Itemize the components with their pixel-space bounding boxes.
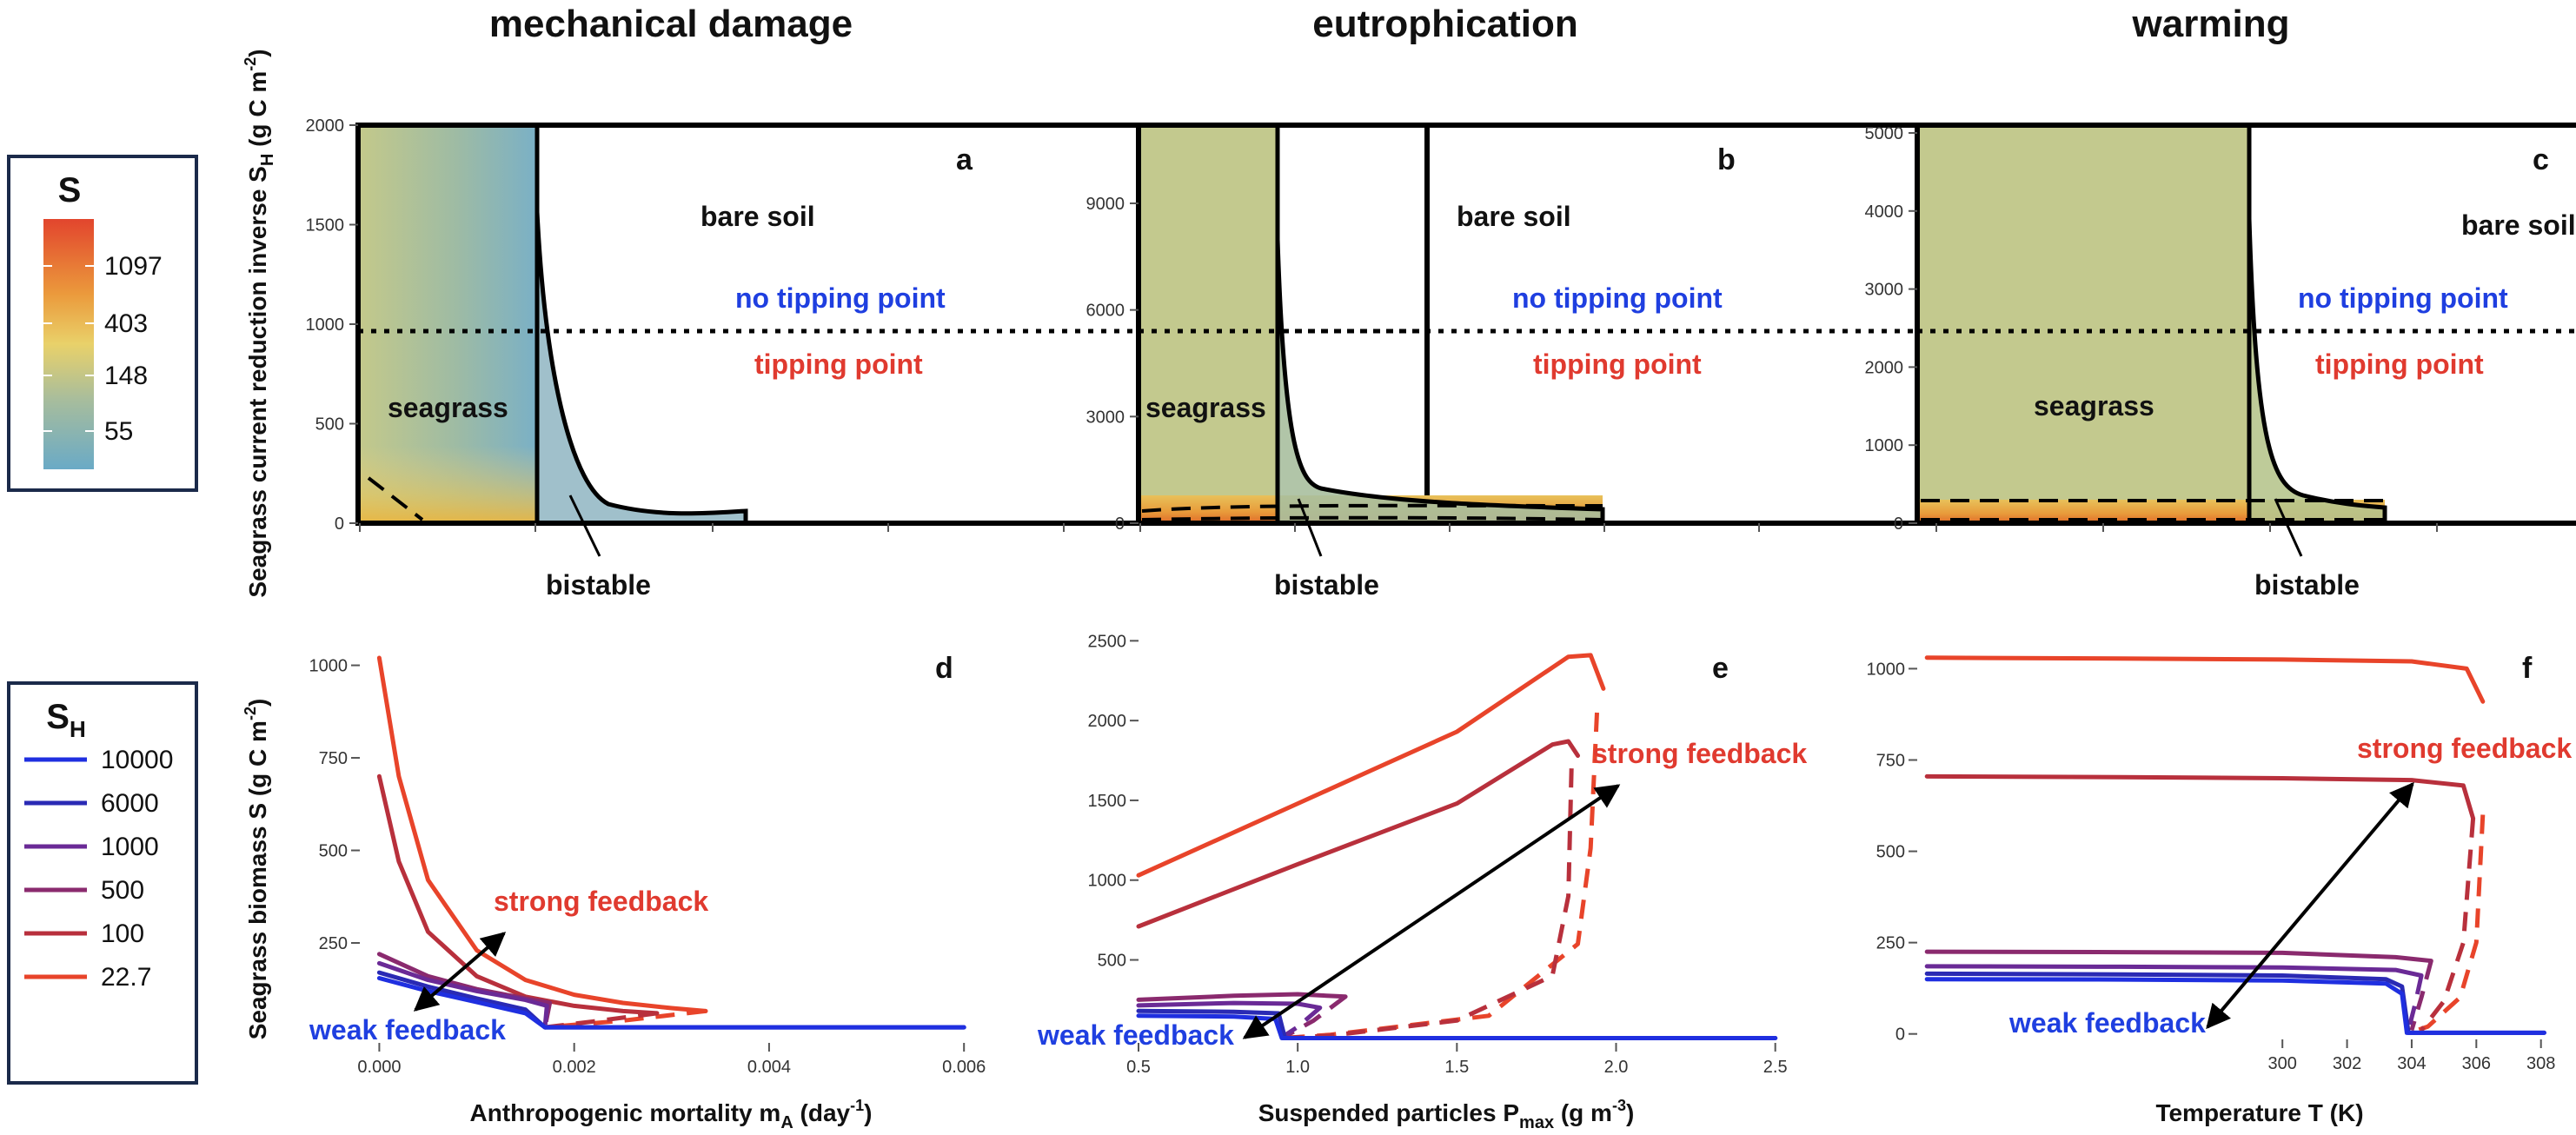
panel-f-y-tick-label: 250 <box>1876 934 1905 953</box>
panel-e-x-tick-label: 1.5 <box>1444 1058 1469 1077</box>
panel-c-y-tick-label: 2000 <box>1865 358 1904 377</box>
panel-b-seagrass: seagrass <box>1145 392 1266 423</box>
panel-b-no-tipping-point: no tipping point <box>1512 282 1723 314</box>
panel-f-y-tick-label: 750 <box>1876 751 1905 770</box>
panel-d-y-tick-label: 500 <box>319 842 348 861</box>
panel-d-x-tick-label: 0.000 <box>357 1058 401 1077</box>
legend-sh-label: 500 <box>101 876 144 905</box>
panel-a-seagrass: seagrass <box>388 392 508 423</box>
panel-e-x-tick-label: 0.5 <box>1126 1058 1151 1077</box>
panel-d-y-tick-label: 750 <box>319 749 348 768</box>
top-y-axis-label: Seagrass current reduction inverse SH (g… <box>242 49 277 597</box>
panel-f-x-tick-label: 304 <box>2397 1054 2426 1073</box>
panel-e-x-label: Suspended particles Pmax (g m-3) <box>1258 1097 1635 1132</box>
panel-d-strong-feedback: strong feedback <box>494 886 708 917</box>
panel-c-seagrass: seagrass <box>2034 390 2154 421</box>
panel-f-x-tick-label: 306 <box>2462 1054 2491 1073</box>
panel-f-x-tick-label: 308 <box>2526 1054 2555 1073</box>
panel-b-bare-soil: bare soil <box>1457 201 1571 232</box>
panel-f-strong-feedback: strong feedback <box>2357 733 2572 764</box>
column-title-mechanical: mechanical damage <box>489 3 853 45</box>
panel-c-tipping-point: tipping point <box>2315 348 2484 380</box>
panel-e-y-tick-label: 2500 <box>1088 632 1127 651</box>
panel-d-y-tick-label: 250 <box>319 934 348 953</box>
panel-d-y-tick-label: 1000 <box>309 657 349 676</box>
panel-c-bare-soil: bare soil <box>2461 209 2576 241</box>
panel-f-y-tick-label: 0 <box>1895 1025 1905 1045</box>
legend-s-label: 148 <box>104 362 148 390</box>
panel-d-series-1000-unstable <box>545 1006 547 1027</box>
panel-f-weak-feedback: weak feedback <box>2008 1007 2206 1039</box>
legend-s-label: 55 <box>104 417 133 446</box>
panel-e-x-tick-label: 2.0 <box>1604 1058 1629 1077</box>
panel-b-bistable: bistable <box>1274 569 1379 601</box>
panel-e-y-tick-label: 1000 <box>1088 872 1127 891</box>
panel-a-y-tick-label: 0 <box>335 514 344 534</box>
panel-b-tipping-point: tipping point <box>1533 348 1702 380</box>
panel-c-y-tick-label: 0 <box>1894 514 1903 534</box>
panel-f-letter: f <box>2522 652 2533 685</box>
panel-e-x-tick-label: 2.5 <box>1763 1058 1788 1077</box>
panel-b-y-tick-label: 3000 <box>1086 408 1125 427</box>
legend-sh-label: 100 <box>101 919 144 948</box>
panel-e-letter: e <box>1712 652 1729 685</box>
panel-e-weak-feedback: weak feedback <box>1037 1019 1234 1051</box>
panel-f-y-tick-label: 1000 <box>1867 660 1906 679</box>
panel-c-y-tick-label: 5000 <box>1865 124 1904 143</box>
panel-f-x-tick-label: 300 <box>2268 1054 2297 1073</box>
legend-s: S 1097 403 148 55 <box>9 156 196 490</box>
panel-b-y-tick-label: 0 <box>1115 514 1125 534</box>
legend-sh-label: 6000 <box>101 789 159 818</box>
panel-c-y-tick-label: 1000 <box>1865 436 1904 455</box>
panel-f-y-tick-label: 500 <box>1876 843 1905 862</box>
panel-a-bistable: bistable <box>546 569 651 601</box>
legend-s-label: 1097 <box>104 252 163 281</box>
panel-a-y-tick-label: 2000 <box>306 116 345 136</box>
panel-d-x-label: Anthropogenic mortality mA (day-1) <box>470 1097 873 1132</box>
column-title-warming: warming <box>2132 3 2290 45</box>
legend-sh-label: 22.7 <box>101 963 151 992</box>
legend-sh-label: 1000 <box>101 833 159 861</box>
column-title-eutrophication: eutrophication <box>1312 3 1578 45</box>
panel-a-y-tick-label: 1000 <box>306 315 345 335</box>
panel-d: 250 500 750 1000 0.000 0.002 0.004 0.006 d stro… <box>309 631 986 1132</box>
legend-s-label: 403 <box>104 309 148 338</box>
panel-e-y-tick-label: 1500 <box>1088 792 1127 811</box>
legend-sh-label: 10000 <box>101 746 173 774</box>
panel-c-y-tick-label: 3000 <box>1865 281 1904 300</box>
legend-sh: SH 10000 6000 1000 500 100 22.7 <box>9 683 196 1083</box>
panel-a-letter: a <box>956 143 973 176</box>
panel-e-y-tick-label: 500 <box>1098 952 1126 971</box>
panel-c-no-tipping-point: no tipping point <box>2298 282 2508 314</box>
panel-c-letter: c <box>2533 143 2549 176</box>
bottom-y-axis-label: Seagrass biomass S (g C m-2) <box>242 699 271 1040</box>
panel-d-x-tick-label: 0.004 <box>747 1058 791 1077</box>
panel-c-bistable: bistable <box>2254 569 2360 601</box>
panel-c-y-tick-label: 4000 <box>1865 202 1904 222</box>
panel-c: c bare soil seagrass no tipping point ti… <box>1865 124 2576 601</box>
panel-e-strong-feedback: strong feedback <box>1592 738 1807 769</box>
panel-a-y-tick-label: 1500 <box>306 216 345 236</box>
panel-d-weak-feedback: weak feedback <box>309 1014 506 1045</box>
panel-d-x-tick-label: 0.002 <box>553 1058 596 1077</box>
legend-s-title: S <box>58 171 82 209</box>
panel-d-x-tick-label: 0.006 <box>942 1058 986 1077</box>
panel-a-no-tipping-point: no tipping point <box>735 282 946 314</box>
panel-a-bare-soil: bare soil <box>700 201 815 232</box>
panel-a-tipping-point: tipping point <box>754 348 923 380</box>
panel-e-y-tick-label: 2000 <box>1088 712 1127 731</box>
panel-f-x-tick-label: 302 <box>2333 1054 2361 1073</box>
panel-f: 0 250 500 750 1000 300 302 304 306 308 f strong f… <box>1867 631 2573 1126</box>
panel-e-x-tick-label: 1.0 <box>1285 1058 1310 1077</box>
panel-f-x-label: Temperature T (K) <box>2155 1099 2363 1126</box>
panel-b-y-tick-label: 6000 <box>1086 302 1125 321</box>
panel-d-letter: d <box>935 652 953 685</box>
panel-a-y-tick-label: 500 <box>315 415 344 435</box>
panel-b-y-tick-label: 9000 <box>1086 195 1125 214</box>
panel-e: 500 1000 1500 2000 2500 0.5 1.0 1.5 2.0 2.5 e str… <box>1037 631 1807 1132</box>
panel-b-letter: b <box>1717 143 1736 176</box>
